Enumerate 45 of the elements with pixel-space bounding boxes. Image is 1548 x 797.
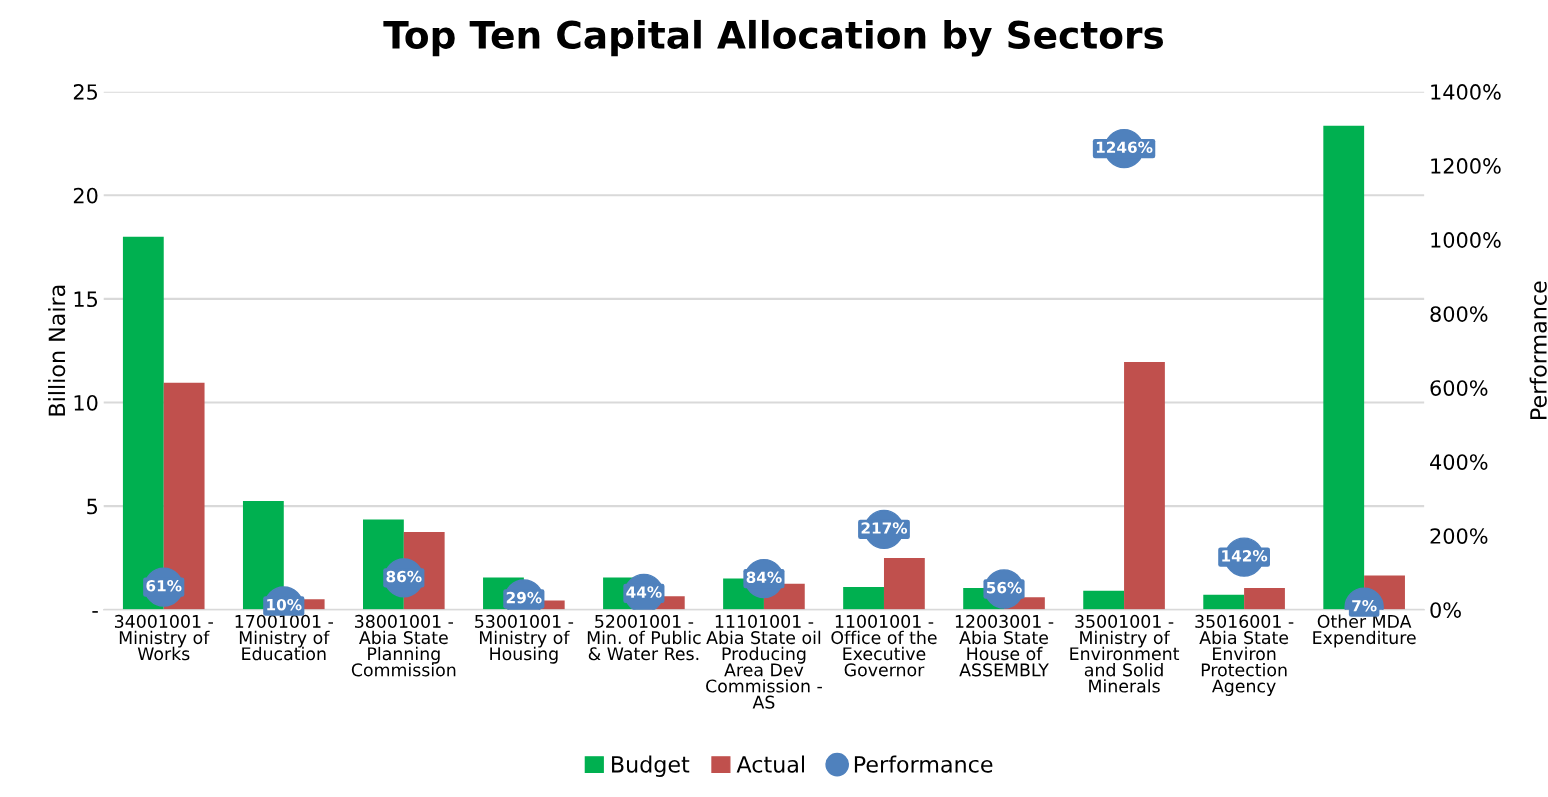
y-tick-label: 15 — [74, 291, 98, 308]
y2-tick-label: 1200% — [1431, 158, 1501, 174]
x-tick-label: 11001001 - Office of the Executive Governor — [831, 614, 937, 677]
bar — [843, 586, 884, 610]
x-tick-label: 11101001 - Abia State oil Producing Area Dev Commission - AS — [706, 614, 822, 709]
y2-axis-title: Performance — [1529, 281, 1547, 419]
data-label: 44% — [626, 586, 662, 598]
data-label: 7% — [1352, 599, 1377, 612]
x-tick-label: 53001001 - Ministry of Housing — [475, 614, 574, 664]
legend-label: Actual — [736, 755, 804, 773]
y-tick-label: 5 — [87, 498, 98, 515]
x-tick-label: 52001001 - Min. of Public & Water Res. — [587, 614, 701, 661]
chart-title: Top Ten Capital Allocation by Sectors — [383, 19, 1164, 57]
legend-label: Budget — [612, 755, 690, 777]
x-tick-label: 35016001 - Abia State Environ Protection Agency — [1195, 614, 1294, 696]
y2-tick-label: 600% — [1430, 380, 1488, 396]
y-tick-label: 20 — [73, 187, 98, 204]
y2-tick-label: 200% — [1430, 528, 1488, 544]
x-tick-label: 12003001 - Abia State House of ASSEMBLY — [955, 614, 1054, 677]
y-tick-label: 10 — [74, 394, 98, 411]
y-tick-label: 25 — [73, 84, 98, 100]
x-tick-label: 17001001 - Ministry of Education — [235, 614, 333, 661]
x-tick-label: 34001001 - Ministry of Works — [114, 614, 213, 661]
y-axis-title: Billion Naira — [48, 285, 66, 416]
bar — [1244, 587, 1285, 610]
legend-label: Performance — [854, 755, 993, 773]
bar — [883, 557, 925, 610]
data-label: 29% — [506, 591, 542, 604]
bar — [1203, 594, 1245, 610]
data-label: 86% — [386, 570, 422, 583]
x-tick-label: 38001001 - Abia State Planning Commission — [351, 614, 456, 677]
y2-tick-label: 1400% — [1431, 84, 1501, 100]
x-tick-label: Other MDA Expenditure — [1313, 614, 1416, 648]
y2-tick-label: 400% — [1430, 454, 1488, 470]
bar — [1083, 590, 1125, 610]
data-label: 84% — [746, 571, 782, 584]
data-label: 61% — [146, 580, 182, 592]
data-label: 10% — [267, 598, 302, 611]
y-tick-label: - — [92, 611, 98, 613]
y2-tick-label: 1000% — [1431, 232, 1501, 248]
y2-tick-label: 800% — [1430, 306, 1488, 322]
x-tick-label: 35001001 - Ministry of Environment and Solid Minerals — [1070, 614, 1180, 693]
y2-tick-label: 0% — [1430, 602, 1461, 618]
data-label: 56% — [986, 581, 1022, 594]
bar — [1124, 362, 1165, 610]
